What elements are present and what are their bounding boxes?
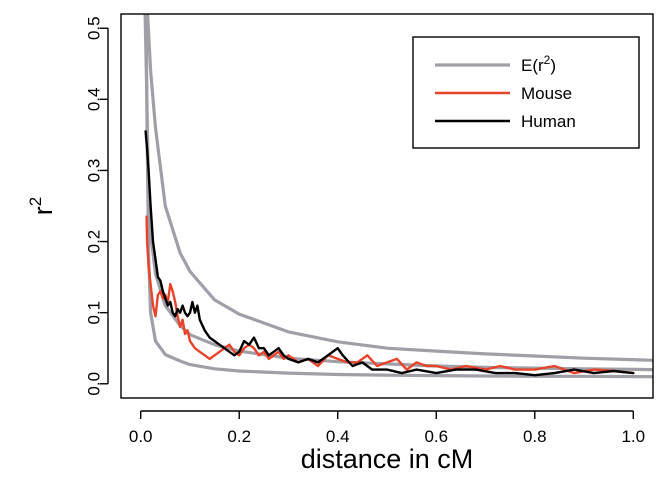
series-layer [143,14,653,379]
legend-label: Human [521,112,576,131]
x-axis-title: distance in cM [301,444,474,474]
legend-label: E(r2) [521,53,556,75]
x-axis: 0.0 0.2 0.4 0.6 0.8 1.0 [129,410,645,446]
y-tick-label: 0.2 [85,230,104,254]
x-tick-label: 0.8 [523,427,547,446]
y-axis: 0.0 0.1 0.2 0.3 0.4 0.5 [85,16,109,396]
y-axis-title-superscript: 2 [26,197,45,206]
series-line-0-e-r2- [146,14,653,362]
y-axis-title: r2 [26,197,58,215]
series-line-2-e-r2- [144,14,653,379]
series-line-3-mouse [145,215,635,375]
x-tick-label: 0.4 [326,427,350,446]
legend: E(r2) Mouse Human [412,36,640,149]
x-tick-label: 0.0 [129,427,153,446]
x-tick-label: 1.0 [621,427,645,446]
series-line-4-human [144,130,635,377]
legend-label: Mouse [521,84,572,103]
y-tick-label: 0.3 [85,159,104,183]
plot-frame [120,13,654,399]
x-tick-label: 0.6 [424,427,448,446]
y-tick-label: 0.1 [85,301,104,325]
y-tick-label: 0.4 [85,88,104,112]
y-tick-label: 0.0 [85,372,104,396]
y-tick-label: 0.5 [85,16,104,40]
x-tick-label: 0.2 [227,427,251,446]
